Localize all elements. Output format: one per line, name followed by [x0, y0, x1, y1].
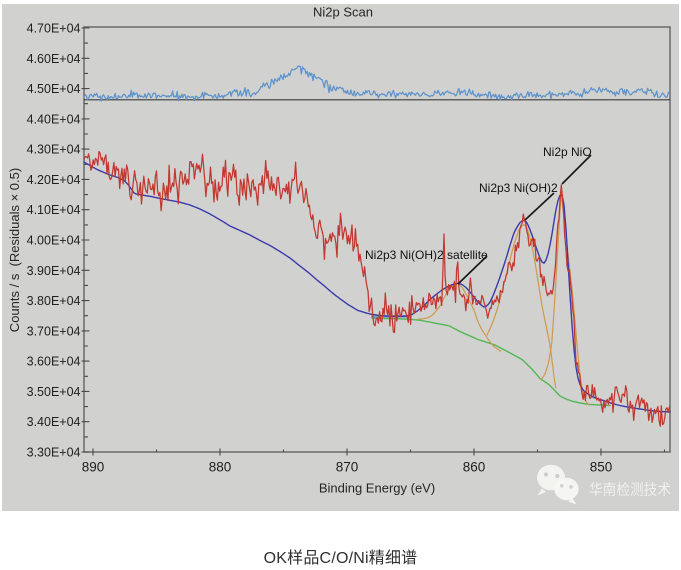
svg-text:Binding Energy (eV): Binding Energy (eV): [319, 481, 435, 496]
svg-text:4.60E+04: 4.60E+04: [27, 52, 81, 66]
svg-text:3.60E+04: 3.60E+04: [27, 355, 81, 369]
svg-text:3.40E+04: 3.40E+04: [27, 415, 81, 429]
svg-text:4.30E+04: 4.30E+04: [27, 143, 81, 157]
svg-text:3.70E+04: 3.70E+04: [27, 324, 81, 338]
svg-text:4.40E+04: 4.40E+04: [27, 112, 81, 126]
svg-text:华南检测技术: 华南检测技术: [589, 482, 671, 499]
svg-text:4.00E+04: 4.00E+04: [27, 234, 81, 248]
svg-text:4.20E+04: 4.20E+04: [27, 173, 81, 187]
svg-text:870: 870: [336, 460, 359, 475]
svg-text:4.50E+04: 4.50E+04: [27, 82, 81, 96]
svg-text:Ni2p NiO: Ni2p NiO: [543, 145, 592, 159]
svg-text:3.80E+04: 3.80E+04: [27, 294, 81, 308]
svg-text:850: 850: [590, 460, 613, 475]
svg-text:Ni2p3 Ni(OH)2: Ni2p3 Ni(OH)2: [479, 181, 558, 195]
svg-text:Counts / s (Residuals × 0.5): Counts / s (Residuals × 0.5): [7, 168, 22, 332]
svg-text:Ni2p Scan: Ni2p Scan: [313, 5, 373, 20]
svg-text:4.10E+04: 4.10E+04: [27, 203, 81, 217]
svg-text:3.90E+04: 3.90E+04: [27, 264, 81, 278]
svg-text:3.50E+04: 3.50E+04: [27, 385, 81, 399]
svg-text:860: 860: [463, 460, 486, 475]
svg-text:Ni2p3 Ni(OH)2 satellite: Ni2p3 Ni(OH)2 satellite: [365, 248, 488, 262]
svg-text:880: 880: [209, 460, 232, 475]
svg-text:890: 890: [82, 460, 105, 475]
svg-text:4.70E+04: 4.70E+04: [27, 22, 81, 36]
svg-text:3.30E+04: 3.30E+04: [27, 446, 81, 460]
